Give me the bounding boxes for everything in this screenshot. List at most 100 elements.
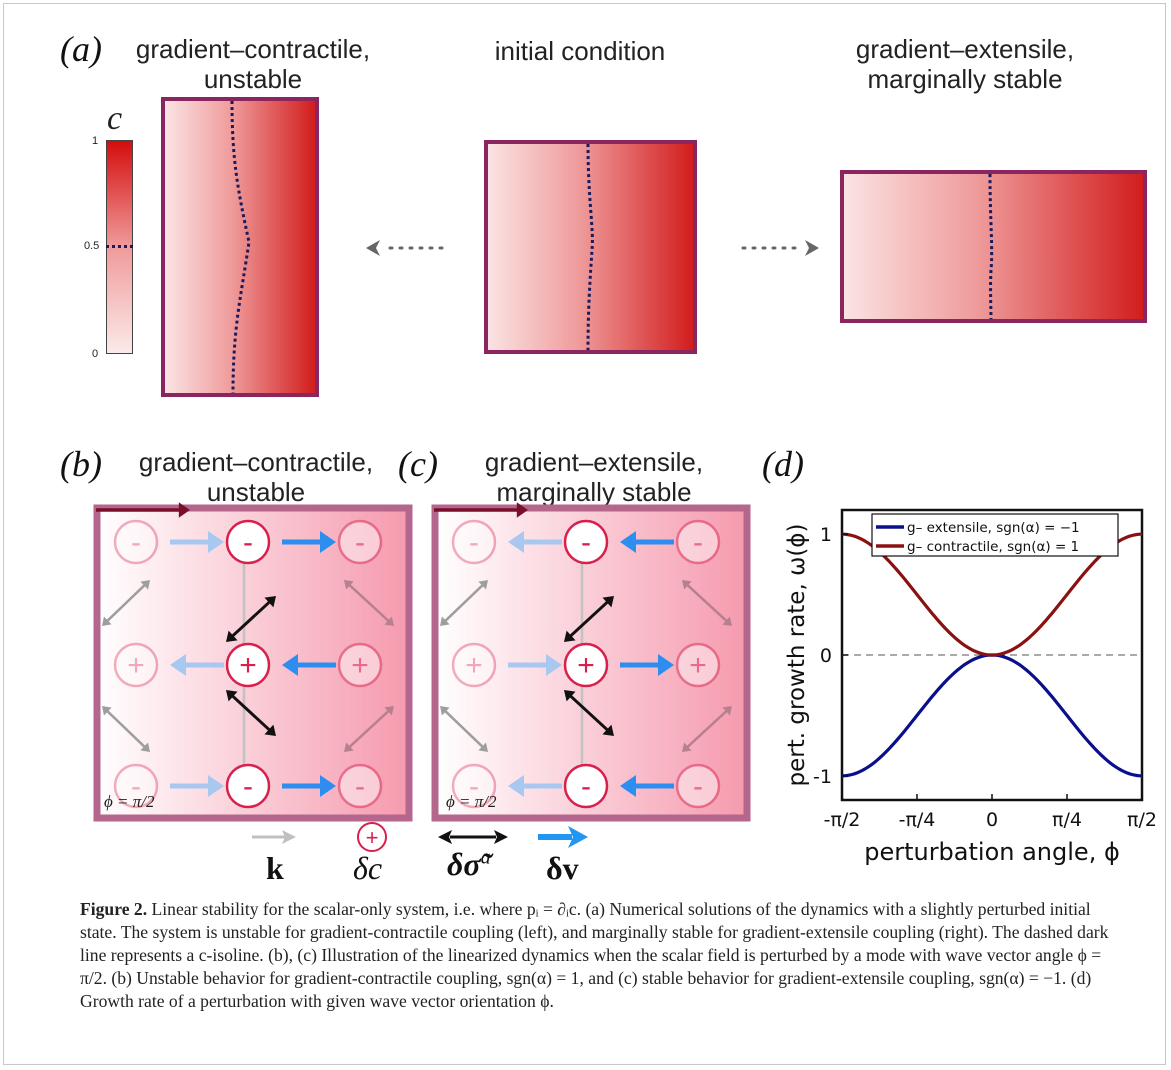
c-stress-lower — [564, 690, 614, 736]
panel-c-title-line1: gradient–extensile, — [484, 447, 704, 477]
panel-c-letter: (c) — [398, 444, 438, 484]
svg-text:+: + — [127, 649, 145, 682]
panel-a-title-right-line1: gradient–extensile, — [855, 34, 1075, 64]
c-v-r1c0 — [508, 654, 562, 676]
chart-xtick-label-1: -π/4 — [899, 809, 936, 831]
sim-initial — [484, 140, 697, 354]
svg-text:-: - — [131, 526, 141, 559]
b-stress-right-down — [344, 706, 394, 752]
svg-text:-: - — [581, 526, 591, 559]
colorbar-tick-0: 0 — [92, 348, 99, 360]
c-sign-r1c0: + — [451, 642, 497, 688]
b-top-arrow — [96, 502, 190, 518]
growth-rate-chart: -π/2 -π/4 0 π/4 π/2 -1 0 1 perturbation angle, ϕ… — [784, 508, 1157, 866]
b-sign-r0c2: - — [337, 519, 383, 565]
arrow-right-dotted — [741, 240, 819, 256]
caption-label: Figure 2. — [80, 899, 148, 919]
panel-a-title-left-line2: unstable — [203, 64, 303, 94]
b-v-r2c1 — [282, 775, 336, 797]
c-v-r2c0 — [508, 775, 562, 797]
b-v-r1c1 — [282, 654, 336, 676]
svg-text:-: - — [693, 770, 703, 803]
panel-b-title-line1: gradient–contractile, — [138, 447, 374, 477]
chart-ytick-label-1: 0 — [820, 645, 832, 667]
c-sign-r2c0: - — [451, 763, 497, 809]
c-stress-right-up — [682, 580, 732, 626]
chart-ytick-label-0: -1 — [813, 766, 832, 788]
panel-a-title-right: gradient–extensile, marginally stable — [810, 34, 1120, 94]
sim-contractile-isoline — [230, 100, 251, 394]
svg-text:-: - — [131, 770, 141, 803]
c-sign-r1c2: + — [675, 642, 721, 688]
c-v-r1c1 — [620, 654, 674, 676]
c-stress-left-up — [440, 580, 488, 626]
b-sign-r1c2: + — [337, 642, 383, 688]
chart-legend-box — [871, 513, 1119, 557]
sim-extensile — [840, 170, 1147, 323]
b-v-r2c0 — [170, 775, 224, 797]
b-stress-upper — [226, 596, 276, 642]
figure-frame — [3, 3, 1166, 1065]
svg-text:-: - — [693, 526, 703, 559]
b-sign-r2c2: - — [337, 763, 383, 809]
panel-a-title-mid: initial condition — [494, 36, 666, 66]
svg-text:-: - — [355, 526, 365, 559]
colorbar-tick-1: 1 — [92, 135, 99, 147]
c-sign-r2c1: - — [563, 763, 609, 809]
legend-symbols: + — [252, 822, 588, 852]
svg-text:+: + — [239, 649, 257, 682]
panel-d-letter: (d) — [762, 444, 804, 484]
c-sign-r0c2: - — [675, 519, 721, 565]
chart-legend-label-1: g– contractile, sgn(α) = 1 — [907, 539, 1079, 555]
b-sign-r1c0: + — [113, 642, 159, 688]
chart-ytick-label-2: 1 — [820, 524, 832, 546]
c-stress-upper — [564, 596, 614, 642]
b-sign-r0c0: - — [113, 519, 159, 565]
chart-xtick-label-2: 0 — [986, 809, 998, 831]
b-sign-r2c1: - — [225, 763, 271, 809]
panel-b-title-line2: unstable — [206, 477, 306, 507]
svg-text:+: + — [351, 649, 369, 682]
svg-text:+: + — [465, 649, 483, 682]
panel-c-phi-label: ϕ = π/2 — [446, 792, 497, 811]
panel-c-title: gradient–extensile, marginally stable — [466, 447, 722, 507]
panel-b-letter: (b) — [60, 444, 102, 484]
sim-extensile-isoline — [988, 173, 994, 320]
sim-contractile — [161, 97, 319, 397]
c-stress-left-down — [440, 706, 488, 752]
panel-c-schematic: - - - + + + - - - — [431, 502, 751, 822]
c-v-r0c1 — [620, 531, 674, 553]
c-sign-r1c1: + — [563, 642, 609, 688]
svg-text:-: - — [243, 526, 253, 559]
chart-xlabel: perturbation angle, ϕ — [864, 838, 1120, 866]
chart-ylabel: pert. growth rate, ω(ϕ) — [784, 524, 810, 787]
panel-a-title-right-line2: marginally stable — [867, 64, 1063, 94]
c-top-arrow — [434, 502, 528, 518]
c-v-r2c1 — [620, 775, 674, 797]
svg-text:-: - — [469, 770, 479, 803]
panel-b-phi-label: ϕ = π/2 — [104, 792, 155, 811]
chart-xtick-label-0: -π/2 — [824, 809, 861, 831]
b-v-r1c0 — [170, 654, 224, 676]
c-stress-right-down — [682, 706, 732, 752]
svg-text:-: - — [469, 526, 479, 559]
b-sign-r2c0: - — [113, 763, 159, 809]
panel-b-title: gradient–contractile, unstable — [128, 447, 384, 507]
panel-c-title-line2: marginally stable — [496, 477, 692, 507]
c-sign-r0c0: - — [451, 519, 497, 565]
legend-dsigma-base: δσ̃ — [447, 846, 481, 882]
legend-dsigma-sup: a — [480, 846, 491, 869]
b-stress-left-up — [102, 580, 150, 626]
legend-k: k — [266, 850, 284, 886]
arrow-left-dotted — [366, 240, 444, 256]
panel-a-letter: (a) — [60, 29, 102, 69]
b-sign-r0c1: - — [225, 519, 271, 565]
chart-xtick-label-4: π/2 — [1127, 809, 1157, 831]
panel-b-schematic: - - - + + + - - - — [93, 502, 413, 822]
legend-dc: δc — [353, 850, 383, 886]
colorbar-midline — [106, 245, 133, 248]
colorbar-symbol: c — [107, 100, 123, 137]
legend-dv: δv — [546, 850, 579, 886]
chart-series-1 — [842, 532, 1142, 657]
c-sign-r2c2: - — [675, 763, 721, 809]
